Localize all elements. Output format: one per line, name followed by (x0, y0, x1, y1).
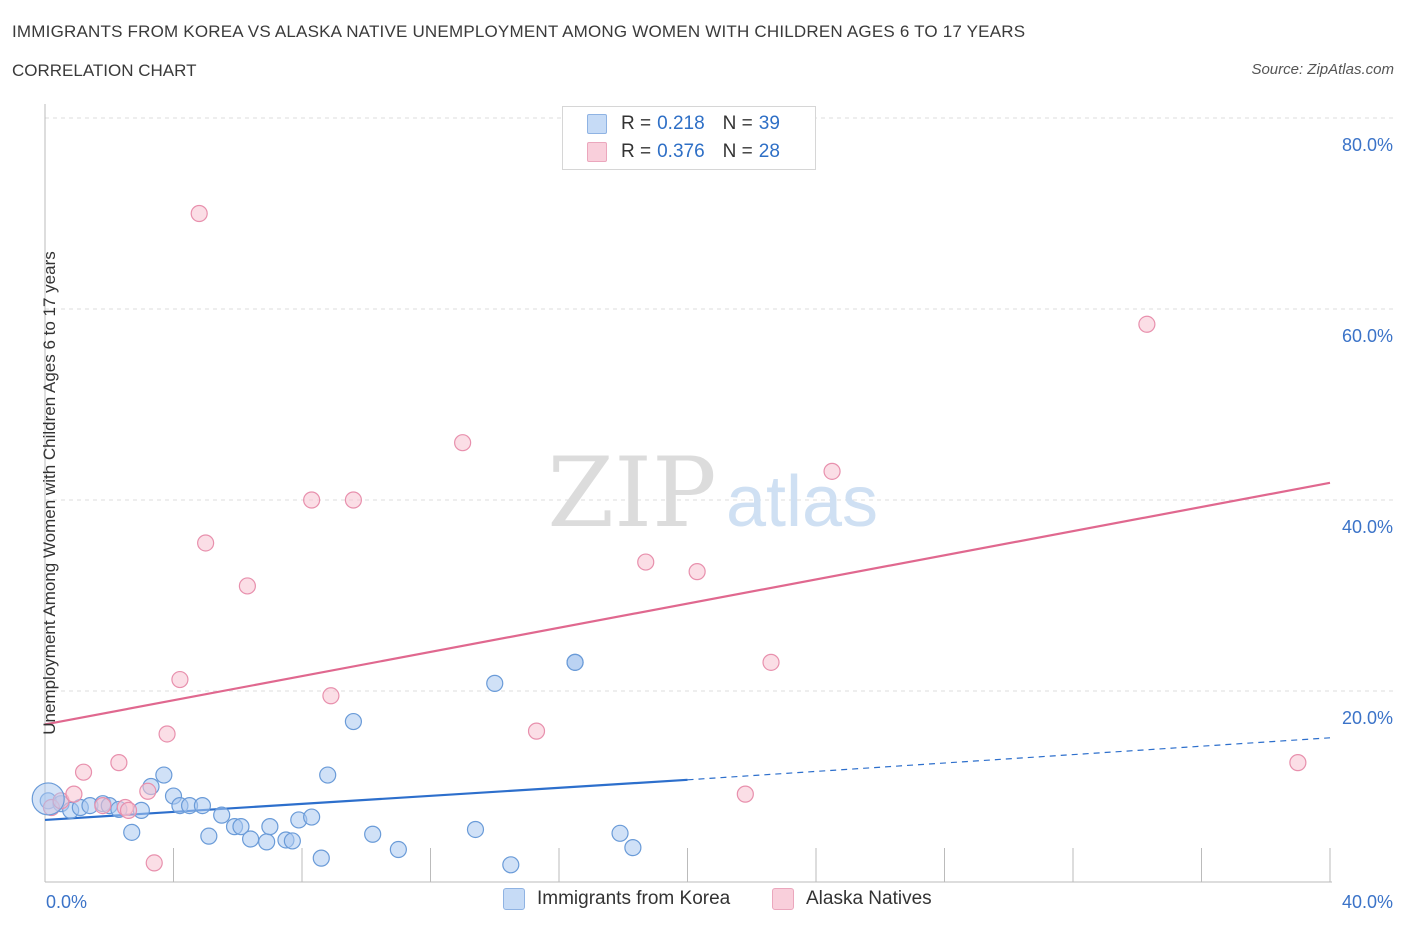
alaska-point (455, 435, 471, 451)
legend-label-korea: Immigrants from Korea (537, 888, 730, 910)
y-tick-label: 40.0% (1342, 517, 1393, 537)
korea-point (390, 842, 406, 858)
alaska-point (172, 672, 188, 688)
watermark-atlas: atlas (726, 462, 878, 542)
alaska-point (121, 802, 137, 818)
korea-trend-extension (688, 738, 1331, 780)
korea-point (467, 821, 483, 837)
korea-point (194, 798, 210, 814)
legend-row-korea: R = 0.218 N = 39 (587, 112, 780, 136)
korea-point (214, 807, 230, 823)
legend-n-value: 28 (759, 141, 780, 163)
korea-point (201, 828, 217, 844)
alaska-point (146, 855, 162, 871)
alaska-point (95, 798, 111, 814)
korea-point (156, 767, 172, 783)
tick-labels: 20.0%40.0%60.0%80.0%0.0% 40.0% (46, 135, 1393, 912)
legend-swatch-alaska (587, 142, 607, 162)
korea-point (313, 850, 329, 866)
legend-swatch-alaska (772, 888, 794, 910)
korea-point (612, 825, 628, 841)
legend-r-value: 0.376 (657, 141, 705, 163)
legend-n-label: N = (723, 113, 753, 135)
legend-item-korea: Immigrants from Korea (503, 888, 730, 910)
alaska-point (304, 492, 320, 508)
y-tick-label: 80.0% (1342, 135, 1393, 155)
y-tick-label: 20.0% (1342, 708, 1393, 728)
alaska-point (529, 723, 545, 739)
legend-n-label: N = (723, 141, 753, 163)
korea-point (124, 824, 140, 840)
korea-point (262, 819, 278, 835)
alaska-point (737, 786, 753, 802)
alaska-point (323, 688, 339, 704)
legend-swatch-korea (587, 114, 607, 134)
legend-r-value: 0.218 (657, 113, 705, 135)
y-tick-label: 60.0% (1342, 326, 1393, 346)
alaska-point (763, 654, 779, 670)
korea-point (259, 834, 275, 850)
korea-point (625, 840, 641, 856)
korea-point (345, 714, 361, 730)
watermark-zip: ZIP (547, 437, 716, 549)
legend-item-alaska: Alaska Natives (772, 888, 932, 910)
y-axis-label-wrap: Unemployment Among Women with Children A… (16, 0, 40, 930)
alaska-point (824, 463, 840, 479)
korea-point (320, 767, 336, 783)
korea-point (503, 857, 519, 873)
legend-label-alaska: Alaska Natives (806, 888, 932, 910)
legend-r-label: R = (621, 113, 651, 135)
alaska-point (638, 554, 654, 570)
korea-point (243, 831, 259, 847)
alaska-point (140, 783, 156, 799)
alaska-point (66, 786, 82, 802)
alaska-point (689, 564, 705, 580)
korea-point (487, 675, 503, 691)
watermark: ZIP atlas (547, 437, 878, 549)
korea-point (284, 833, 300, 849)
alaska-point (111, 755, 127, 771)
legend-r-label: R = (621, 141, 651, 163)
alaska-point (191, 206, 207, 222)
alaska-point (1290, 755, 1306, 771)
legend-swatch-korea (503, 888, 525, 910)
y-axis-label: Unemployment Among Women with Children A… (40, 251, 60, 735)
korea-point (304, 809, 320, 825)
korea-point (567, 654, 583, 670)
legend-n-value: 39 (759, 113, 780, 135)
korea-point (365, 826, 381, 842)
alaska-point (345, 492, 361, 508)
alaska-point (1139, 316, 1155, 332)
alaska-point (198, 535, 214, 551)
series-legend: Immigrants from Korea Alaska Natives (0, 888, 1406, 916)
stats-legend: R = 0.218 N = 39 R = 0.376 N = 28 (562, 106, 816, 170)
grid-lines (45, 118, 1395, 691)
alaska-point (76, 764, 92, 780)
alaska-point (239, 578, 255, 594)
legend-row-alaska: R = 0.376 N = 28 (587, 140, 780, 164)
alaska-point (159, 726, 175, 742)
